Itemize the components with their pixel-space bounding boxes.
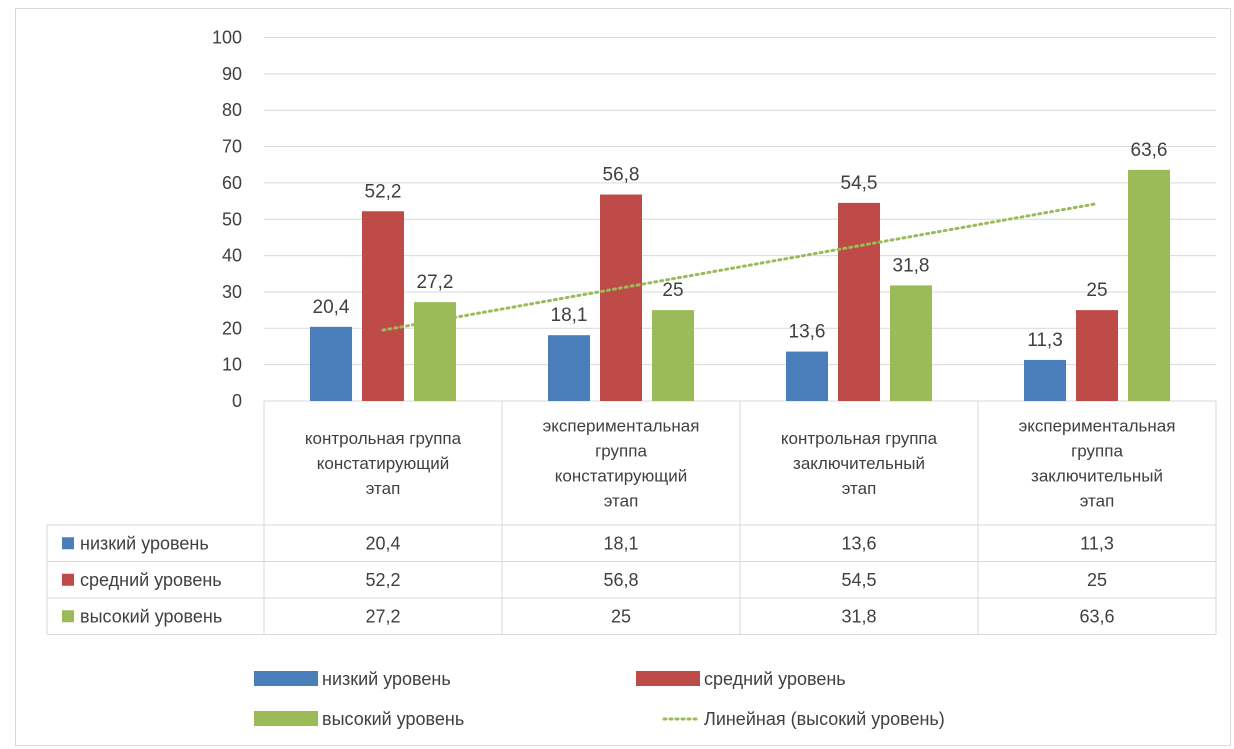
legend-label: высокий уровень [322,709,464,729]
y-tick-label: 100 [212,28,242,48]
legend-key [636,671,700,686]
table-cell: 18,1 [603,533,638,553]
table-cell: 25 [611,606,631,626]
category-label: заключительный [793,454,925,473]
y-tick-label: 60 [222,173,242,193]
bar [838,202,880,401]
y-tick-label: 40 [222,246,242,266]
legend-label: низкий уровень [322,669,451,689]
table-cell: 11,3 [1080,533,1114,553]
category-label: экспериментальная [543,417,700,436]
data-label: 63,6 [1131,140,1168,161]
bar [310,326,352,401]
data-label: 54,5 [841,173,878,194]
bar [362,211,404,401]
bar [548,335,590,401]
table-cell: 27,2 [365,606,400,626]
data-label: 11,3 [1027,330,1063,351]
category-label: констатирующий [317,454,449,473]
y-tick-label: 20 [222,318,242,338]
y-tick-label: 50 [222,209,242,229]
y-tick-label: 10 [222,355,242,375]
legend-key [254,671,318,686]
category-label: констатирующий [555,467,687,486]
table-cell: 56,8 [603,570,638,590]
bar [890,285,932,401]
category-label: группа [1071,442,1123,461]
category-label: этап [366,479,401,498]
table-cell: 31,8 [841,606,876,626]
category-label: этап [842,479,877,498]
data-label: 25 [662,280,683,301]
legend-label: средний уровень [704,669,846,689]
data-label: 13,6 [789,322,826,343]
data-label: 52,2 [365,181,402,202]
category-label: контрольная группа [781,429,938,448]
trendline [381,202,1099,332]
table-legend-key [62,537,74,550]
table-cell: 13,6 [841,533,876,553]
table-series-name: высокий уровень [80,606,222,626]
bar [652,310,694,401]
y-tick-label: 80 [222,100,242,120]
table-legend-key [62,573,74,586]
category-label: заключительный [1031,467,1163,486]
data-label: 25 [1086,280,1107,301]
category-label: этап [1080,492,1115,511]
legend-key [254,711,318,726]
chart-frame [15,8,1231,746]
data-label: 18,1 [551,305,588,326]
y-tick-label: 30 [222,282,242,302]
category-label: этап [604,492,639,511]
table-cell: 52,2 [365,570,400,590]
table-legend-key [62,610,74,623]
bar [600,194,642,401]
data-label: 27,2 [417,272,454,293]
data-label: 56,8 [603,165,640,186]
bar [1076,310,1118,401]
bar [1128,169,1170,401]
data-label: 20,4 [313,297,350,318]
category-label: группа [595,442,647,461]
table-cell: 54,5 [841,570,876,590]
table-series-name: низкий уровень [80,533,209,553]
y-tick-label: 90 [222,64,242,84]
data-label: 31,8 [893,255,930,276]
table-cell: 25 [1087,570,1107,590]
y-tick-label: 70 [222,137,242,157]
table-series-name: средний уровень [80,570,222,590]
bar [786,351,828,401]
table-cell: 63,6 [1079,606,1114,626]
bar [1024,359,1066,401]
category-label: экспериментальная [1019,417,1176,436]
legend-label: Линейная (высокий уровень) [704,709,945,729]
category-label: контрольная группа [305,429,462,448]
y-tick-label: 0 [232,391,242,411]
table-cell: 20,4 [365,533,400,553]
